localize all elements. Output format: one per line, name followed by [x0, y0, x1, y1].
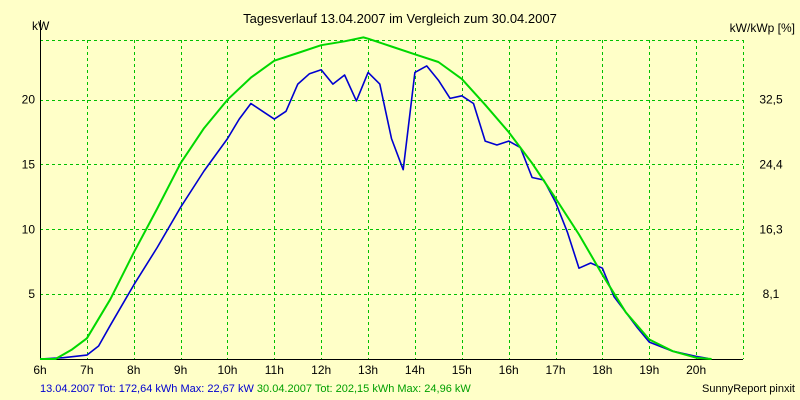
legend-series-2: 30.04.2007 Tot: 202,15 kWh Max: 24,96 kW — [257, 383, 471, 395]
legend-series-1-total: Tot: 172,64 kWh — [97, 383, 178, 395]
y-tick-label-right: 16,3 — [759, 222, 783, 236]
series-line-2 — [40, 36, 712, 360]
x-tick-label: 7h — [80, 363, 93, 377]
y-tick-label-left: 20 — [22, 93, 36, 107]
legend-series-1-label: 13.04.2007 — [40, 383, 96, 395]
x-tick-label: 18h — [592, 363, 612, 377]
x-tick-label: 20h — [686, 363, 706, 377]
legend-series-2-total: Tot: 202,15 kWh — [314, 383, 395, 395]
x-tick-label: 13h — [358, 363, 378, 377]
legend-footer: 13.04.2007 Tot: 172,64 kWh Max: 22,67 kW… — [40, 383, 471, 395]
credit-text: SunnyReport pinxit — [702, 383, 795, 395]
y-tick-label-left: 5 — [28, 287, 35, 301]
x-tick-label: 19h — [639, 363, 659, 377]
x-tick-label: 12h — [311, 363, 331, 377]
x-tick-label: 9h — [174, 363, 187, 377]
x-tick-label: 8h — [127, 363, 140, 377]
y-tick-label-right: 24,4 — [759, 157, 783, 171]
y-tick-label-left: 10 — [22, 222, 36, 236]
series-line-1 — [39, 65, 709, 360]
tick-labels: 6h 7h 8h 9h 10h 11h 12h 13h 14h 15h 16h 17h 18h 19h 20… — [22, 93, 783, 377]
legend-series-1-max: Max: 22,67 kW — [180, 383, 254, 395]
legend-series-1: 13.04.2007 Tot: 172,64 kWh Max: 22,67 kW — [40, 383, 254, 395]
legend-series-2-label: 30.04.2007 — [256, 383, 312, 395]
x-tick-label: 11h — [265, 363, 284, 377]
x-tick-label: 17h — [546, 363, 566, 377]
x-tick-label: 6h — [33, 363, 46, 377]
y-axis-label-right: kW/kWp [%] — [729, 21, 795, 35]
x-tick-label: 16h — [499, 363, 519, 377]
y-tick-label-right: 32,5 — [759, 93, 783, 107]
x-tick-label: 10h — [217, 363, 237, 377]
y-tick-label-left: 15 — [22, 157, 36, 171]
grid — [40, 40, 744, 359]
y-axis-label-left: kW — [32, 19, 50, 33]
series-lines — [39, 36, 712, 360]
y-tick-label-right: 8,1 — [763, 287, 780, 301]
x-tick-label: 14h — [405, 363, 425, 377]
axes — [40, 20, 743, 360]
legend-series-2-max: Max: 24,96 kW — [397, 383, 471, 395]
chart-title: Tagesverlauf 13.04.2007 im Vergleich zum… — [243, 11, 557, 26]
x-tick-label: 15h — [452, 363, 472, 377]
